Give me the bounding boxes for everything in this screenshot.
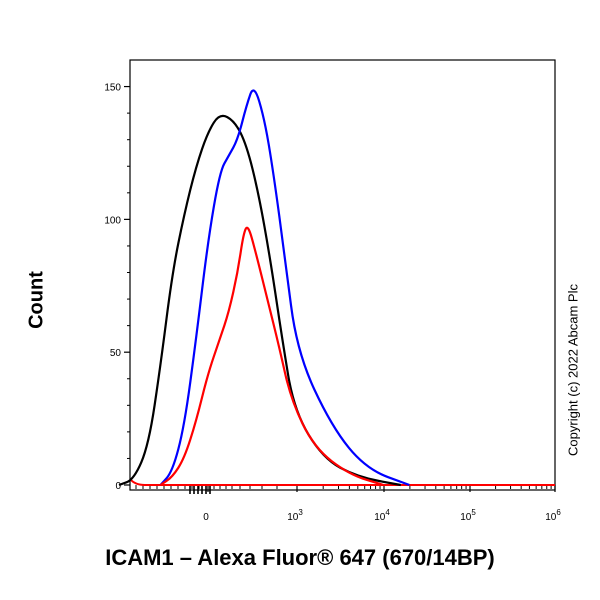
red-baseline bbox=[129, 478, 555, 486]
y-tick-label: 0 bbox=[115, 481, 121, 492]
y-tick-label: 150 bbox=[104, 83, 121, 94]
y-tick-label: 50 bbox=[110, 348, 122, 359]
x-tick-label: 103 bbox=[287, 508, 303, 523]
x-tick-label: 0 bbox=[203, 512, 209, 523]
series-line-0 bbox=[118, 114, 401, 487]
copyright-watermark: Copyright (c) 2022 Abcam Plc bbox=[565, 284, 581, 456]
y-tick-label: 100 bbox=[104, 215, 121, 226]
x-tick-label: 106 bbox=[545, 508, 561, 523]
x-axis-label: ICAM1 – Alexa Fluor® 647 (670/14BP) bbox=[105, 545, 495, 570]
series-line-1 bbox=[159, 89, 410, 487]
series-line-2 bbox=[159, 226, 384, 487]
x-tick-label: 105 bbox=[460, 508, 476, 523]
x-tick-label: 104 bbox=[374, 508, 390, 523]
plot-frame bbox=[129, 59, 556, 491]
series-group bbox=[118, 89, 555, 487]
x-axis: 0 103 104 105 106 bbox=[135, 485, 561, 523]
y-axis: 0 50 100 150 bbox=[104, 83, 130, 492]
y-axis-label: Count bbox=[25, 271, 48, 329]
